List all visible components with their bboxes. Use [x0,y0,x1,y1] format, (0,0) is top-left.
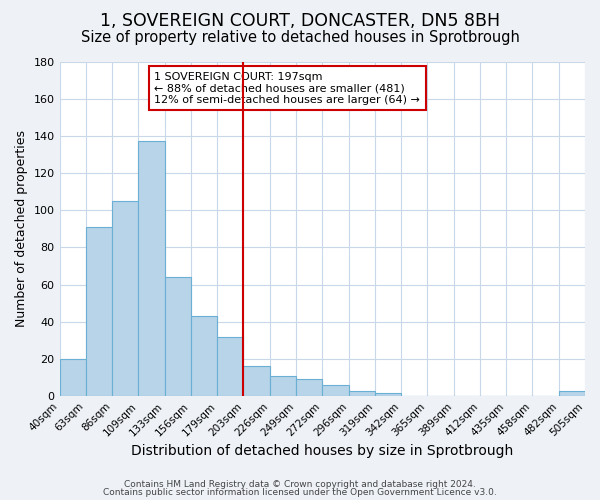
Text: Contains public sector information licensed under the Open Government Licence v3: Contains public sector information licen… [103,488,497,497]
Bar [244,366,270,396]
Y-axis label: Number of detached properties: Number of detached properties [15,130,28,328]
X-axis label: Distribution of detached houses by size in Sprotbrough: Distribution of detached houses by size … [131,444,514,458]
Bar [349,390,375,396]
Text: 1, SOVEREIGN COURT, DONCASTER, DN5 8BH: 1, SOVEREIGN COURT, DONCASTER, DN5 8BH [100,12,500,30]
Bar [270,376,296,396]
Bar [139,142,164,396]
Bar [59,359,86,396]
Text: Contains HM Land Registry data © Crown copyright and database right 2024.: Contains HM Land Registry data © Crown c… [124,480,476,489]
Text: Size of property relative to detached houses in Sprotbrough: Size of property relative to detached ho… [80,30,520,45]
Bar [86,227,112,396]
Bar [112,201,139,396]
Bar [375,392,401,396]
Bar [296,380,322,396]
Bar [322,385,349,396]
Bar [191,316,217,396]
Text: 1 SOVEREIGN COURT: 197sqm
← 88% of detached houses are smaller (481)
12% of semi: 1 SOVEREIGN COURT: 197sqm ← 88% of detac… [154,72,420,104]
Bar [217,336,244,396]
Bar [164,277,191,396]
Bar [559,390,585,396]
